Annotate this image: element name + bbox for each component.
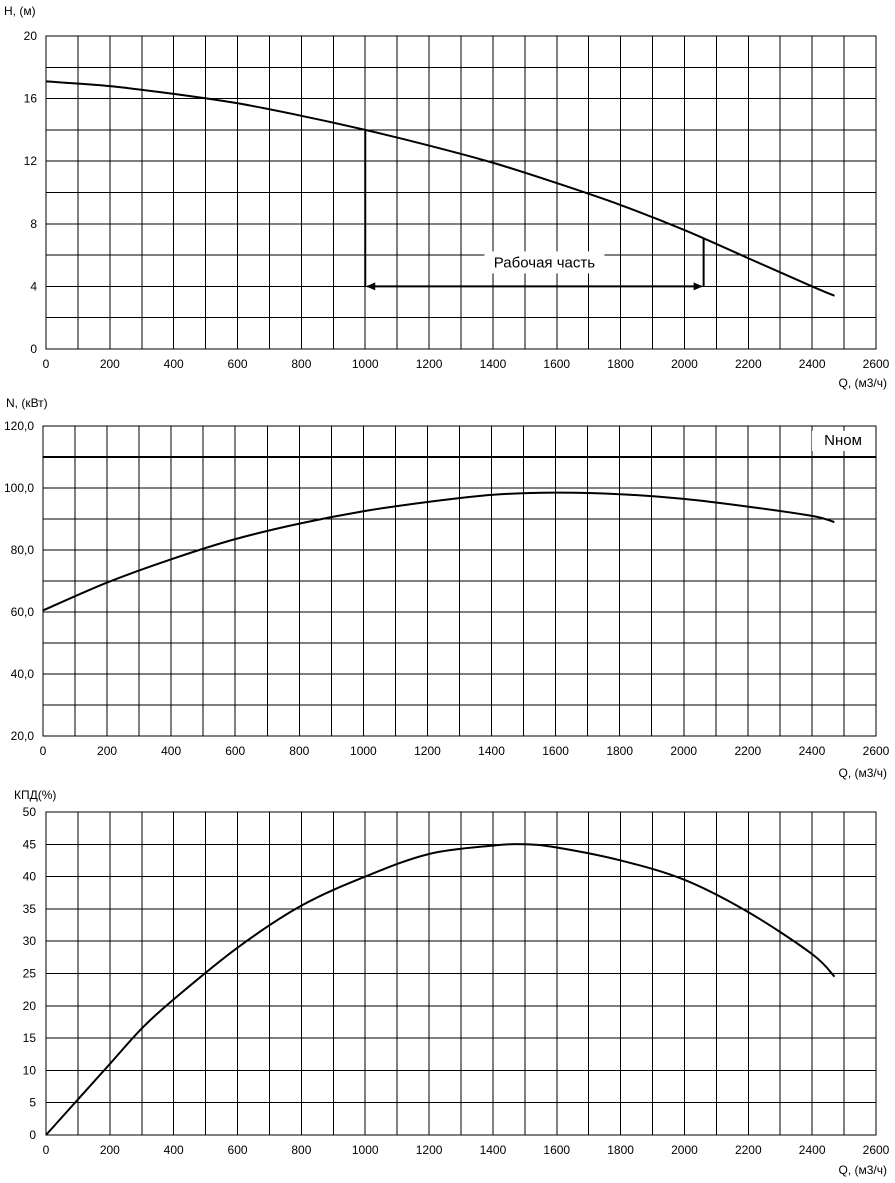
y-tick-label: 35 — [23, 902, 37, 916]
x-tick-label: 1800 — [607, 357, 634, 371]
y-tick-label: 25 — [23, 967, 37, 981]
x-tick-label: 1600 — [543, 357, 570, 371]
nominal-power-label-bg — [812, 431, 862, 451]
arrow-left-icon — [366, 282, 376, 291]
chart-1: 0 200 400 600 800 1000 1200 1400 1600 1800 2000 220… — [4, 4, 890, 390]
y-tick-label: 120,0 — [4, 419, 34, 433]
y-tick-label: 0 — [29, 1128, 36, 1142]
y-tick-label: 20 — [23, 999, 37, 1013]
x-tick-label: 400 — [164, 1143, 184, 1157]
y-axis-label: H, (м) — [4, 4, 36, 18]
x-tick-label: 800 — [291, 357, 311, 371]
x-tick-label: 2600 — [863, 744, 890, 758]
x-tick-label: 400 — [161, 744, 181, 758]
range-label: Рабочая часть — [494, 254, 595, 271]
x-tick-label: 2600 — [863, 1143, 890, 1157]
x-tick-label: 200 — [100, 357, 120, 371]
y-tick-label: 60,0 — [11, 605, 35, 619]
y-tick-label: 20 — [24, 29, 38, 43]
x-tick-label: 800 — [291, 1143, 311, 1157]
y-tick-label: 5 — [29, 1096, 36, 1110]
x-tick-label: 1000 — [352, 357, 379, 371]
x-tick-label: 1400 — [480, 1143, 507, 1157]
x-tick-label: 400 — [164, 357, 184, 371]
chart-2: 0 200 400 600 800 1000 1200 1400 1600 1800 2000 220… — [4, 396, 890, 780]
x-tick-label: 2200 — [735, 357, 762, 371]
nominal-power-label: Nном — [824, 432, 862, 449]
x-tick-label: 1800 — [607, 1143, 634, 1157]
x-tick-label: 2400 — [799, 1143, 826, 1157]
y-tick-label: 80,0 — [11, 543, 35, 557]
y-tick-label: 50 — [23, 805, 37, 819]
y-tick-label: 45 — [23, 837, 37, 851]
x-tick-label: 600 — [228, 357, 248, 371]
chart-3: 0 200 400 600 800 1000 1200 1400 1600 1800 2000 220… — [14, 788, 890, 1177]
plot-frame — [45, 811, 877, 1136]
x-tick-label: 600 — [225, 744, 245, 758]
y-tick-label: 20,0 — [11, 729, 35, 743]
x-tick-label: 0 — [43, 1143, 50, 1157]
x-tick-label: 2400 — [799, 357, 826, 371]
x-tick-label: 2400 — [799, 744, 826, 758]
y-tick-label: 16 — [24, 92, 38, 106]
x-tick-label: 2200 — [734, 744, 761, 758]
y-tick-label: 15 — [23, 1031, 37, 1045]
y-tick-label: 10 — [23, 1063, 37, 1077]
x-tick-label: 1200 — [416, 357, 443, 371]
y-axis-label: N, (кВт) — [6, 396, 48, 410]
x-tick-label: 1000 — [352, 1143, 379, 1157]
series-line-1 — [45, 80, 835, 297]
y-tick-label: 100,0 — [4, 481, 34, 495]
x-tick-label: 800 — [289, 744, 309, 758]
x-tick-label: 1600 — [542, 744, 569, 758]
arrow-right-icon — [693, 282, 703, 291]
range-label-bg — [484, 251, 605, 274]
x-tick-label: 0 — [40, 744, 47, 758]
x-tick-label: 1400 — [478, 744, 505, 758]
y-tick-label: 30 — [23, 934, 37, 948]
y-tick-label: 0 — [30, 342, 37, 356]
y-tick-label: 40 — [23, 870, 37, 884]
x-tick-label: 2200 — [735, 1143, 762, 1157]
x-tick-label: 1000 — [350, 744, 377, 758]
working-range-annotation: Рабочая часть — [364, 129, 705, 291]
x-tick-label: 1200 — [416, 1143, 443, 1157]
x-axis-label: Q, (м3/ч) — [838, 1163, 887, 1177]
x-tick-label: 200 — [97, 744, 117, 758]
y-axis-label: КПД(%) — [14, 788, 56, 802]
x-tick-label: 1200 — [414, 744, 441, 758]
x-tick-label: 2000 — [671, 357, 698, 371]
y-tick-label: 12 — [24, 154, 38, 168]
x-tick-label: 600 — [228, 1143, 248, 1157]
x-tick-label: 2000 — [671, 1143, 698, 1157]
series-line-1 — [45, 843, 836, 1136]
x-axis-label: Q, (м3/ч) — [838, 376, 887, 390]
x-tick-label: 1800 — [606, 744, 633, 758]
x-tick-label: 2000 — [670, 744, 697, 758]
x-tick-label: 0 — [43, 357, 50, 371]
y-tick-label: 4 — [30, 279, 37, 293]
x-tick-label: 200 — [100, 1143, 120, 1157]
series-line-1 — [42, 491, 835, 612]
plot-frame — [42, 425, 877, 737]
x-tick-label: 1400 — [480, 357, 507, 371]
plot-frame — [45, 35, 877, 350]
x-axis-label: Q, (м3/ч) — [838, 766, 887, 780]
y-tick-label: 8 — [30, 217, 37, 231]
x-tick-label: 2600 — [863, 357, 890, 371]
x-tick-label: 1600 — [543, 1143, 570, 1157]
y-tick-label: 40,0 — [11, 667, 35, 681]
